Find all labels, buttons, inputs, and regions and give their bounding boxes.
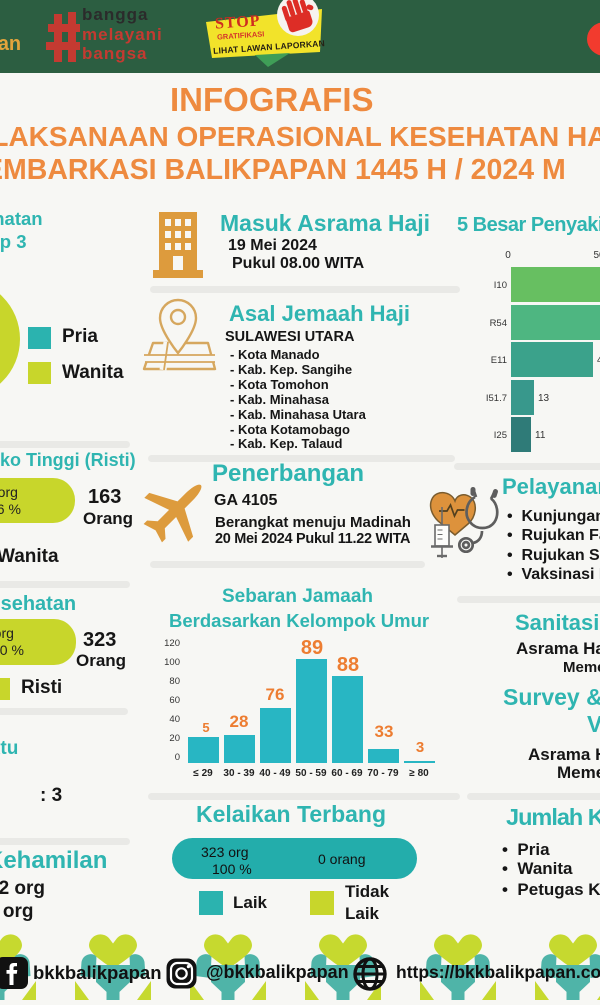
svg-text:50 - 59: 50 - 59 bbox=[295, 768, 327, 779]
svg-text:0: 0 bbox=[505, 250, 511, 261]
svg-text:28: 28 bbox=[230, 712, 249, 731]
svg-text:40: 40 bbox=[169, 714, 180, 725]
svg-text:R54: R54 bbox=[490, 318, 507, 329]
svg-text:70 - 79: 70 - 79 bbox=[367, 768, 399, 779]
svg-text:0: 0 bbox=[175, 752, 180, 763]
svg-text:≤ 29: ≤ 29 bbox=[193, 768, 213, 779]
svg-text:80: 80 bbox=[169, 676, 180, 687]
svg-text:11: 11 bbox=[535, 430, 546, 441]
svg-text:5: 5 bbox=[202, 720, 209, 735]
svg-text:13: 13 bbox=[538, 393, 550, 404]
svg-text:33: 33 bbox=[375, 722, 394, 741]
svg-text:76: 76 bbox=[266, 685, 285, 704]
svg-text:88: 88 bbox=[337, 654, 359, 676]
svg-text:120: 120 bbox=[164, 638, 180, 649]
svg-text:40 - 49: 40 - 49 bbox=[259, 768, 291, 779]
svg-text:I25: I25 bbox=[494, 430, 507, 441]
svg-text:4: 4 bbox=[597, 355, 600, 366]
svg-text:100: 100 bbox=[164, 657, 180, 668]
svg-text:60 - 69: 60 - 69 bbox=[331, 768, 363, 779]
svg-text:E11: E11 bbox=[491, 355, 507, 366]
svg-text:60: 60 bbox=[169, 695, 180, 706]
svg-text:3: 3 bbox=[416, 739, 424, 756]
svg-text:20: 20 bbox=[169, 733, 180, 744]
svg-text:50: 50 bbox=[593, 250, 600, 261]
svg-text:≥ 80: ≥ 80 bbox=[409, 768, 429, 779]
svg-text:30 - 39: 30 - 39 bbox=[223, 768, 255, 779]
svg-text:89: 89 bbox=[301, 637, 323, 659]
svg-text:I51.7: I51.7 bbox=[486, 393, 507, 404]
svg-text:I10: I10 bbox=[494, 280, 507, 291]
